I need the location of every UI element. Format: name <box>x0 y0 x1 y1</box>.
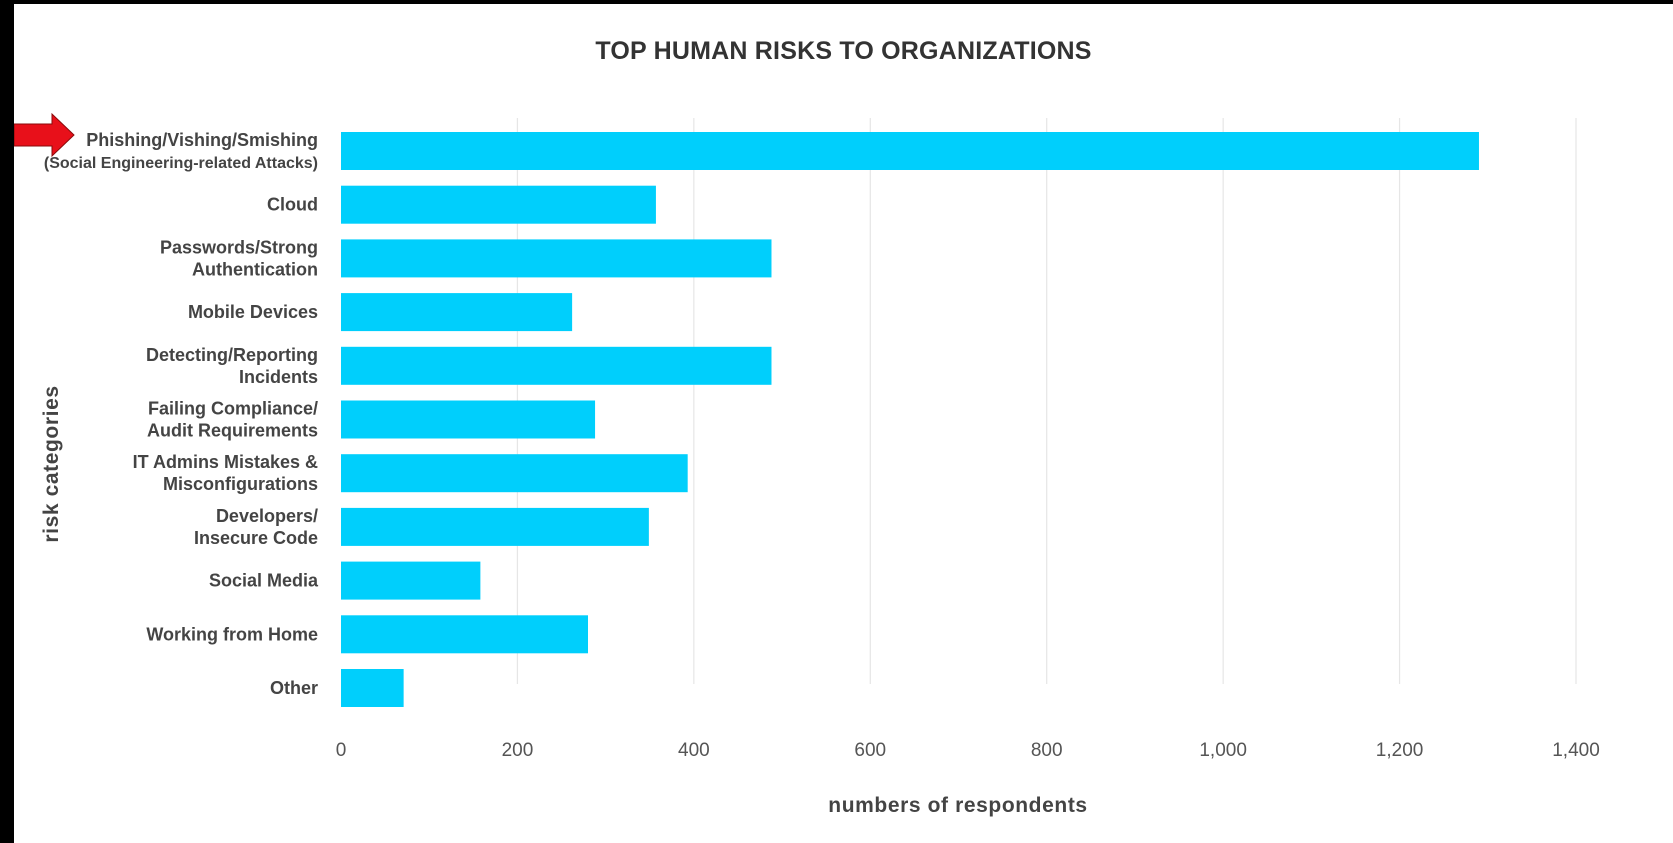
category-label: IT Admins Mistakes & Misconfigurations <box>133 452 318 494</box>
bar <box>341 293 573 332</box>
category-label-line: IT Admins Mistakes & <box>133 452 318 472</box>
bars <box>341 132 1479 707</box>
category-label-line: Authentication <box>192 259 318 279</box>
category-label: Failing Compliance/Audit Requirements <box>147 399 318 441</box>
x-tick-label: 400 <box>678 740 710 761</box>
category-label-line: Social Media <box>209 571 319 591</box>
highlight-arrow-icon <box>14 112 75 158</box>
bar-chart: Phishing/Vishing/Smishing (Social Enginee… <box>14 112 1600 817</box>
bar <box>341 454 688 493</box>
category-label-line: Mobile Devices <box>188 302 318 322</box>
category-labels: Phishing/Vishing/Smishing (Social Enginee… <box>44 130 319 698</box>
category-label-line: Incidents <box>239 367 318 387</box>
category-label: Detecting/Reporting Incidents <box>146 345 318 387</box>
category-label: Passwords/Strong Authentication <box>160 237 318 279</box>
bar <box>341 615 588 654</box>
category-label: Developers/Insecure Code <box>194 506 318 548</box>
x-tick-labels: 0 200 400 600 800 1,000 1,200 1,400 <box>336 740 1600 761</box>
category-label: Cloud <box>267 195 318 215</box>
category-label-line: Working from Home <box>146 624 318 644</box>
category-label-line: Insecure Code <box>194 528 318 548</box>
bar <box>341 346 772 385</box>
bar <box>341 507 649 546</box>
x-tick-label: 0 <box>336 740 347 761</box>
category-label-line: Phishing/Vishing/Smishing <box>86 130 318 150</box>
chart-title: TOP HUMAN RISKS TO ORGANIZATIONS <box>595 37 1092 65</box>
category-label-line: (Social Engineering-related Attacks) <box>44 155 318 172</box>
bar <box>341 561 481 600</box>
x-tick-label: 200 <box>502 740 534 761</box>
bar <box>341 132 1479 170</box>
gridlines <box>516 118 1577 684</box>
x-tick-label: 1,000 <box>1199 740 1247 761</box>
bar <box>341 669 404 707</box>
x-tick-label: 600 <box>854 740 886 761</box>
category-label-line: Failing Compliance/ <box>148 399 318 419</box>
y-axis-label: risk categories <box>40 385 63 542</box>
category-label-line: Developers/ <box>216 506 318 526</box>
category-label-line: Audit Requirements <box>147 421 318 441</box>
category-label: Social Media <box>209 571 319 591</box>
category-label: Working from Home <box>146 624 318 644</box>
category-label: Other <box>270 678 318 698</box>
category-label: Phishing/Vishing/Smishing (Social Enginee… <box>44 130 318 172</box>
category-label-line: Detecting/Reporting <box>146 345 318 365</box>
bar <box>341 185 656 224</box>
category-label-line: Misconfigurations <box>163 474 318 494</box>
x-tick-label: 1,200 <box>1376 740 1424 761</box>
category-label-line: Other <box>270 678 318 698</box>
x-tick-label: 800 <box>1031 740 1063 761</box>
category-label: Mobile Devices <box>188 302 318 322</box>
x-axis-label: numbers of respondents <box>828 794 1087 817</box>
chart-canvas: TOP HUMAN RISKS TO ORGANIZATIONS Phishin… <box>14 4 1673 843</box>
bar <box>341 239 772 278</box>
category-label-line: Cloud <box>267 195 318 215</box>
bar <box>341 400 596 439</box>
x-tick-label: 1,400 <box>1552 740 1600 761</box>
category-label-line: Passwords/Strong <box>160 237 318 257</box>
